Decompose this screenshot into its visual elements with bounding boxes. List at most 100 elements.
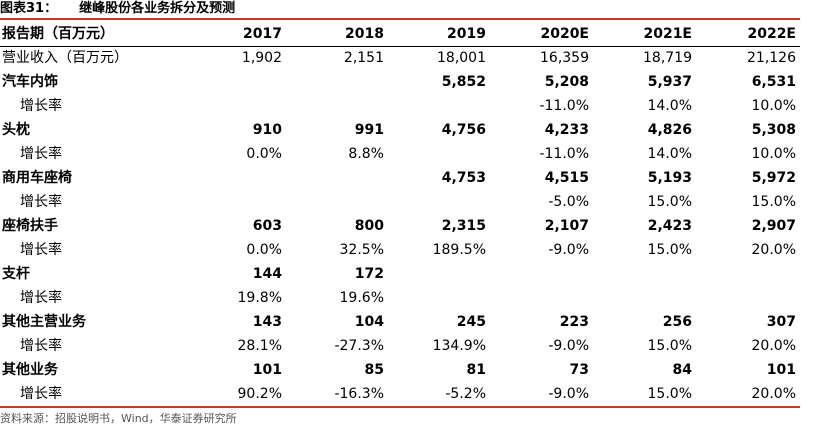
table-cell: 134.9% — [432, 338, 486, 354]
table-cell: 307 — [766, 314, 796, 330]
table-cell: 18,719 — [643, 50, 692, 66]
table-cell: 15.0% — [647, 242, 692, 258]
header-year: 2017 — [243, 26, 282, 42]
row-label: 汽车内饰 — [2, 74, 58, 90]
table-cell: 15.0% — [647, 386, 692, 402]
table-cell: 800 — [354, 218, 384, 234]
table-cell: 223 — [559, 314, 589, 330]
table-cell — [286, 94, 388, 118]
row-label: 增长率 — [20, 386, 62, 402]
growth-row: 增长率 28.1% -27.3% 134.9% -9.0% 15.0% 20.0% — [0, 334, 800, 358]
row-label: 营业收入（百万元） — [2, 50, 128, 66]
row-label: 商用车座椅 — [2, 170, 72, 186]
row-label: 增长率 — [20, 98, 62, 114]
row-label: 增长率 — [20, 338, 62, 354]
figure-title-text: 继峰股份各业务拆分及预测 — [79, 1, 236, 16]
growth-row: 增长率 90.2% -16.3% -5.2% -9.0% 15.0% 20.0% — [0, 382, 800, 406]
table-cell: 32.5% — [339, 242, 384, 258]
table-cell: 256 — [662, 314, 692, 330]
table-cell: 4,233 — [544, 122, 589, 138]
table-cell: 2,151 — [343, 50, 384, 66]
figure-label: 图表31： — [0, 1, 58, 16]
source-note: 资料来源：招股说明书，Wind，华泰证券研究所 — [0, 412, 237, 425]
table-cell — [286, 166, 388, 190]
row-label: 增长率 — [20, 242, 62, 258]
table-cell — [388, 142, 490, 166]
table-cell — [696, 262, 800, 286]
table-cell — [490, 262, 593, 286]
table-cell: 10.0% — [751, 146, 796, 162]
table-cell: -9.0% — [548, 386, 589, 402]
row-label: 增长率 — [20, 146, 62, 162]
row-label: 支杆 — [2, 266, 30, 282]
table-cell: 84 — [672, 362, 692, 378]
row-label: 座椅扶手 — [2, 218, 58, 234]
segment-row: 其他主营业务 143 104 245 223 256 307 — [0, 310, 800, 334]
table-cell: 0.0% — [246, 146, 282, 162]
bottom-rule — [0, 406, 800, 408]
table-cell: 15.0% — [751, 194, 796, 210]
table-cell: 104 — [354, 314, 384, 330]
table-cell: -16.3% — [334, 386, 384, 402]
header-year: 2019 — [447, 26, 486, 42]
table-cell — [180, 190, 286, 214]
table-cell — [180, 70, 286, 94]
table-cell: 21,126 — [747, 50, 796, 66]
table-cell: 15.0% — [647, 338, 692, 354]
table-cell: -11.0% — [539, 146, 589, 162]
segment-row: 营业收入（百万元） 1,902 2,151 18,001 16,359 18,719 21,… — [0, 46, 800, 70]
table-cell: 4,826 — [647, 122, 692, 138]
table-cell: 90.2% — [237, 386, 282, 402]
top-rule — [0, 18, 800, 20]
table-cell: 172 — [354, 266, 384, 282]
header-year: 2018 — [345, 26, 384, 42]
table-header-row: 报告期（百万元） 2017 2018 2019 2020E 2021E 2022… — [0, 22, 800, 46]
table-cell: 15.0% — [647, 194, 692, 210]
table-cell: 2,107 — [544, 218, 589, 234]
table-cell — [388, 262, 490, 286]
segment-row: 商用车座椅 4,753 4,515 5,193 5,972 — [0, 166, 800, 190]
table-cell: 4,753 — [441, 170, 486, 186]
table-cell: 18,001 — [437, 50, 486, 66]
table-cell — [593, 262, 696, 286]
segment-row: 其他业务 101 85 81 73 84 101 — [0, 358, 800, 382]
table-cell: 85 — [364, 362, 384, 378]
row-label: 增长率 — [20, 290, 62, 306]
table-cell: 2,907 — [751, 218, 796, 234]
table-cell: 20.0% — [751, 386, 796, 402]
table-cell — [696, 286, 800, 310]
header-label: 报告期（百万元） — [2, 26, 114, 42]
table-cell: 5,208 — [544, 74, 589, 90]
table-cell: 19.8% — [237, 290, 282, 306]
table-cell: 8.8% — [348, 146, 384, 162]
table-cell — [388, 286, 490, 310]
growth-row: 增长率 0.0% 32.5% 189.5% -9.0% 15.0% 20.0% — [0, 238, 800, 262]
row-label: 增长率 — [20, 194, 62, 210]
table-cell: 5,308 — [751, 122, 796, 138]
table-cell — [490, 286, 593, 310]
table-body: 报告期（百万元） 2017 2018 2019 2020E 2021E 2022… — [0, 22, 800, 406]
table-cell: 5,972 — [751, 170, 796, 186]
table-cell: -11.0% — [539, 98, 589, 114]
table-cell: 2,423 — [647, 218, 692, 234]
header-year: 2021E — [643, 26, 692, 42]
table-cell: 14.0% — [647, 146, 692, 162]
table-cell: 20.0% — [751, 242, 796, 258]
table-cell — [180, 166, 286, 190]
table-cell: 4,756 — [441, 122, 486, 138]
table-cell: 6,531 — [751, 74, 796, 90]
table-cell: 1,902 — [241, 50, 282, 66]
growth-row: 增长率 -11.0% 14.0% 10.0% — [0, 94, 800, 118]
growth-row: 增长率 0.0% 8.8% -11.0% 14.0% 10.0% — [0, 142, 800, 166]
row-label: 头枕 — [2, 122, 30, 138]
table-cell: 910 — [252, 122, 282, 138]
table-cell: 144 — [252, 266, 282, 282]
table-cell: 101 — [252, 362, 282, 378]
table-cell: 20.0% — [751, 338, 796, 354]
segment-row: 头枕 910 991 4,756 4,233 4,826 5,308 — [0, 118, 800, 142]
table-cell: 14.0% — [647, 98, 692, 114]
growth-row: 增长率 -5.0% 15.0% 15.0% — [0, 190, 800, 214]
figure-title: 图表31： 继峰股份各业务拆分及预测 — [0, 0, 829, 19]
table-cell: 5,193 — [647, 170, 692, 186]
table-cell — [388, 94, 490, 118]
